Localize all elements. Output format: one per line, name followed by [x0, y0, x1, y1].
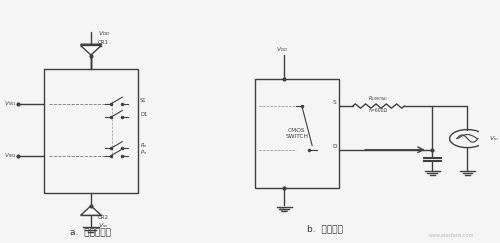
- Text: $P_n$: $P_n$: [140, 148, 147, 157]
- Text: S1: S1: [140, 98, 146, 104]
- Text: $R_{LIMITING}$: $R_{LIMITING}$: [368, 94, 388, 103]
- Text: D1: D1: [140, 112, 147, 117]
- Text: CR2: CR2: [98, 215, 109, 220]
- Text: $V_{ss}$: $V_{ss}$: [279, 206, 289, 215]
- Text: CR1: CR1: [98, 40, 109, 45]
- Text: www.elecfans.com: www.elecfans.com: [429, 233, 474, 238]
- Text: $V_{IN1}$: $V_{IN1}$: [4, 99, 16, 108]
- Text: $V_{IN2}$: $V_{IN2}$: [4, 151, 16, 160]
- Text: a.  二极管保护: a. 二极管保护: [70, 229, 112, 238]
- Text: $R_n$: $R_n$: [140, 141, 147, 150]
- Text: $V_{DD}$: $V_{DD}$: [276, 45, 288, 54]
- Polygon shape: [80, 44, 101, 54]
- Text: D: D: [332, 144, 336, 149]
- Text: $V_{DD}$: $V_{DD}$: [98, 29, 111, 38]
- Text: $V_{ss}$: $V_{ss}$: [98, 221, 108, 230]
- Text: b.  限流保护: b. 限流保护: [307, 224, 342, 233]
- Polygon shape: [80, 45, 101, 55]
- Bar: [254, 79, 339, 188]
- Polygon shape: [80, 206, 101, 215]
- Text: S: S: [332, 100, 336, 105]
- Text: CMOS
SWITCH: CMOS SWITCH: [285, 128, 308, 139]
- Bar: [44, 69, 138, 193]
- Text: n=600Ω: n=600Ω: [369, 108, 388, 113]
- Text: $V_{in}$: $V_{in}$: [489, 134, 499, 143]
